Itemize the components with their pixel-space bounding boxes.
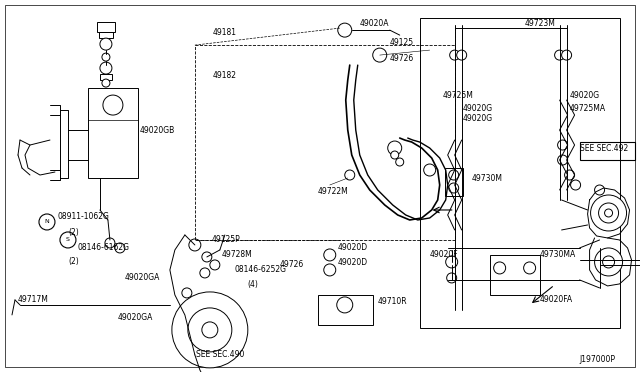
Bar xyxy=(97,22,115,32)
Circle shape xyxy=(102,79,110,87)
Text: 49020D: 49020D xyxy=(338,243,368,253)
Bar xyxy=(195,45,454,240)
Text: SEE SEC.490: SEE SEC.490 xyxy=(196,350,244,359)
Circle shape xyxy=(493,262,506,274)
Circle shape xyxy=(189,239,201,251)
Circle shape xyxy=(39,214,55,230)
Text: 08146-6252G: 08146-6252G xyxy=(235,266,287,275)
Circle shape xyxy=(449,183,459,193)
Text: 49710R: 49710R xyxy=(378,298,407,307)
Circle shape xyxy=(100,38,112,50)
Bar xyxy=(445,168,463,196)
Circle shape xyxy=(562,50,572,60)
Text: (4): (4) xyxy=(248,280,259,289)
Text: 49020GA: 49020GA xyxy=(125,273,160,282)
Circle shape xyxy=(571,180,580,190)
Circle shape xyxy=(524,262,536,274)
Circle shape xyxy=(595,185,605,195)
Circle shape xyxy=(605,209,612,217)
Bar xyxy=(99,32,113,38)
Circle shape xyxy=(557,155,568,165)
Circle shape xyxy=(603,256,614,268)
Text: 49730M: 49730M xyxy=(472,173,502,183)
Text: 49020FA: 49020FA xyxy=(540,295,573,304)
Text: 49723M: 49723M xyxy=(525,19,556,28)
Text: J197000P: J197000P xyxy=(580,355,616,365)
Text: 49020GB: 49020GB xyxy=(140,125,175,135)
Bar xyxy=(318,295,372,325)
Circle shape xyxy=(210,260,220,270)
Text: 49020G: 49020G xyxy=(463,113,493,122)
Circle shape xyxy=(324,264,336,276)
Circle shape xyxy=(207,354,219,366)
Circle shape xyxy=(115,243,125,253)
Text: 49020F: 49020F xyxy=(429,250,458,259)
Circle shape xyxy=(202,252,212,262)
Circle shape xyxy=(457,50,467,60)
Circle shape xyxy=(388,141,402,155)
Circle shape xyxy=(188,308,232,352)
Text: 49125: 49125 xyxy=(390,38,414,46)
Bar xyxy=(100,74,112,80)
Circle shape xyxy=(555,50,564,60)
Circle shape xyxy=(182,288,192,298)
Text: 49722M: 49722M xyxy=(318,187,349,196)
Circle shape xyxy=(172,292,248,368)
Circle shape xyxy=(338,23,352,37)
Circle shape xyxy=(449,170,459,180)
Circle shape xyxy=(598,203,619,223)
Circle shape xyxy=(447,273,457,283)
Text: 49725MA: 49725MA xyxy=(570,103,605,113)
Circle shape xyxy=(60,232,76,248)
Bar xyxy=(88,88,138,178)
Text: 49717M: 49717M xyxy=(18,295,49,304)
Circle shape xyxy=(391,151,399,159)
Circle shape xyxy=(591,195,627,231)
Circle shape xyxy=(345,170,355,180)
Text: 49020G: 49020G xyxy=(463,103,493,113)
Text: 49730MA: 49730MA xyxy=(540,250,576,259)
Circle shape xyxy=(200,268,210,278)
Circle shape xyxy=(557,140,568,150)
Text: (2): (2) xyxy=(68,257,79,266)
Circle shape xyxy=(324,249,336,261)
Text: 49728M: 49728M xyxy=(222,250,253,259)
Text: 49726: 49726 xyxy=(390,54,414,62)
Circle shape xyxy=(595,248,623,276)
Circle shape xyxy=(105,238,115,248)
Circle shape xyxy=(102,53,110,61)
Circle shape xyxy=(100,62,112,74)
Text: 49726: 49726 xyxy=(280,260,304,269)
Text: 49020D: 49020D xyxy=(338,259,368,267)
Circle shape xyxy=(337,297,353,313)
Text: 49020GA: 49020GA xyxy=(118,313,154,323)
Text: 49125P: 49125P xyxy=(212,235,241,244)
Text: 49020A: 49020A xyxy=(360,19,389,28)
Circle shape xyxy=(396,158,404,166)
Text: 49020G: 49020G xyxy=(570,90,600,100)
Circle shape xyxy=(424,164,436,176)
Circle shape xyxy=(450,50,460,60)
Bar xyxy=(420,18,620,328)
Text: 08911-1062G: 08911-1062G xyxy=(58,212,110,221)
Text: S: S xyxy=(66,237,70,243)
Circle shape xyxy=(564,170,575,180)
Text: (2): (2) xyxy=(68,228,79,237)
Circle shape xyxy=(185,348,195,358)
Circle shape xyxy=(445,256,458,268)
Bar xyxy=(580,142,634,160)
Text: N: N xyxy=(45,219,49,224)
Text: SEE SEC.492: SEE SEC.492 xyxy=(580,144,628,153)
Bar xyxy=(490,255,540,295)
Circle shape xyxy=(202,322,218,338)
Text: 49182: 49182 xyxy=(213,71,237,80)
Circle shape xyxy=(372,48,387,62)
Circle shape xyxy=(103,95,123,115)
Text: 08146-6162G: 08146-6162G xyxy=(78,243,130,253)
Text: 49181: 49181 xyxy=(213,28,237,36)
Text: 49725M: 49725M xyxy=(443,90,474,100)
